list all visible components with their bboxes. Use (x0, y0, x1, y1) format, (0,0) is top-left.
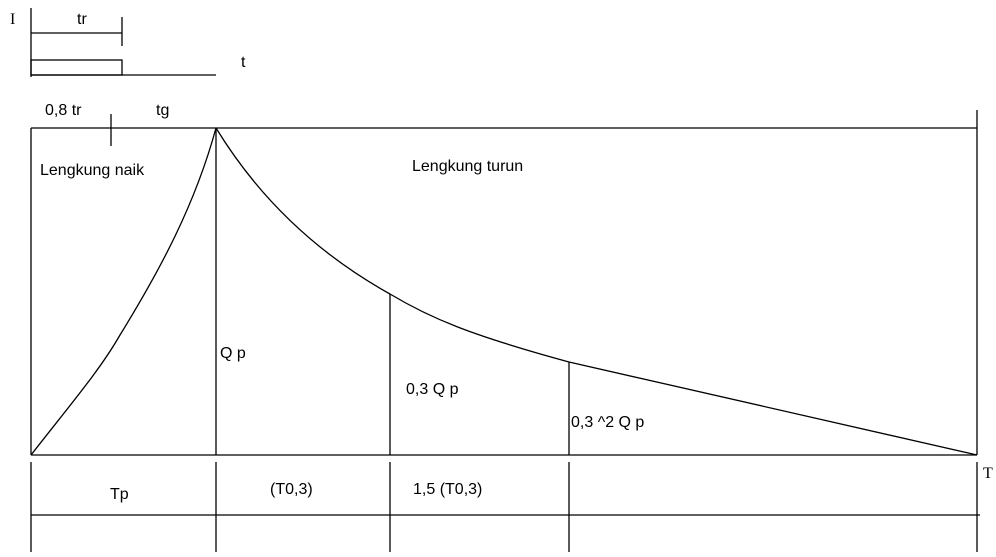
time-axis-table: T Tp (T0,3) 1,5 (T0,3) (30, 462, 993, 552)
rising-limb-label: Lengkung naik (40, 162, 145, 179)
segment-tp-label: Tp (110, 486, 129, 503)
hydrograph-frame (30, 110, 978, 456)
peak-label: Q p (220, 345, 246, 362)
segment-15t03-label: 1,5 (T0,3) (413, 481, 482, 498)
intensity-label: I (10, 11, 15, 28)
time-axis-end-label: T (983, 465, 993, 482)
rain-block-rect (30, 59, 123, 76)
second-ordinate-label: 0,3 Q p (406, 381, 459, 398)
lag-label: tg (156, 102, 169, 119)
falling-limb-label: Lengkung turun (412, 158, 523, 175)
falling-limb-curve (215, 127, 978, 456)
rising-limb-curve (30, 127, 217, 456)
segment-t03-label: (T0,3) (270, 481, 313, 498)
rainfall-block: I tr t (10, 8, 246, 77)
delay-label: 0,8 tr (45, 102, 82, 119)
time-label: t (241, 54, 246, 71)
third-ordinate-label: 0,3 ^2 Q p (571, 414, 644, 431)
rain-duration-label: tr (77, 11, 87, 28)
